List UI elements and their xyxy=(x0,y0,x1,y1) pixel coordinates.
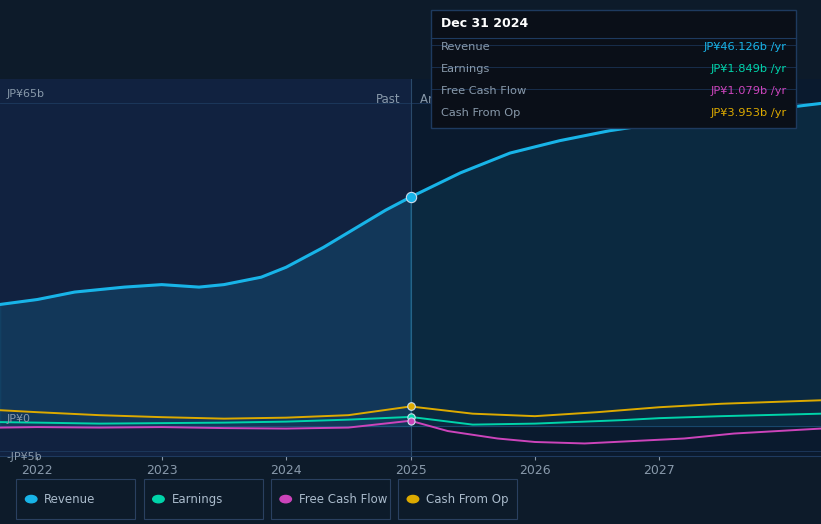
Text: Past: Past xyxy=(376,93,401,106)
Text: Revenue: Revenue xyxy=(44,493,96,506)
Text: Free Cash Flow: Free Cash Flow xyxy=(299,493,388,506)
Text: Revenue: Revenue xyxy=(441,42,490,52)
Text: Analysts Forecasts: Analysts Forecasts xyxy=(420,93,530,106)
Text: JP¥1.849b /yr: JP¥1.849b /yr xyxy=(710,64,787,74)
Point xyxy=(404,413,417,421)
Text: Earnings: Earnings xyxy=(172,493,223,506)
Text: Cash From Op: Cash From Op xyxy=(426,493,508,506)
Text: Cash From Op: Cash From Op xyxy=(441,108,521,118)
Point xyxy=(404,417,417,425)
Point xyxy=(404,193,417,201)
Text: JP¥46.126b /yr: JP¥46.126b /yr xyxy=(704,42,787,52)
Text: Earnings: Earnings xyxy=(441,64,490,74)
Point xyxy=(404,402,417,411)
Text: JP¥0: JP¥0 xyxy=(7,413,30,423)
Text: Dec 31 2024: Dec 31 2024 xyxy=(441,17,528,30)
Text: JP¥1.079b /yr: JP¥1.079b /yr xyxy=(710,86,787,96)
Text: JP¥65b: JP¥65b xyxy=(7,90,44,100)
Bar xyxy=(410,79,821,456)
Text: JP¥3.953b /yr: JP¥3.953b /yr xyxy=(710,108,787,118)
Text: Free Cash Flow: Free Cash Flow xyxy=(441,86,526,96)
Text: -JP¥5b: -JP¥5b xyxy=(7,452,42,462)
Bar xyxy=(0,79,410,456)
